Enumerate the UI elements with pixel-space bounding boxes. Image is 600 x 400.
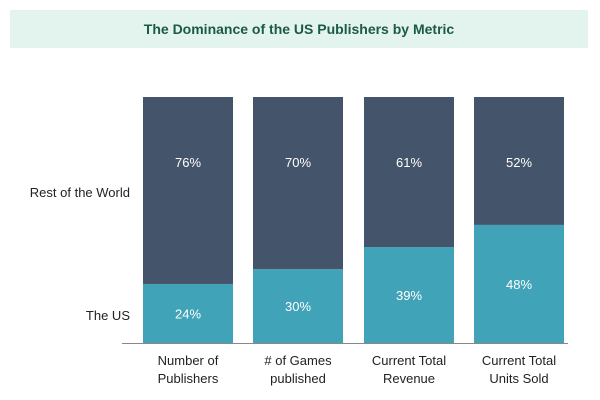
row-label-us: The US <box>86 308 130 323</box>
bar-rest-0 <box>143 97 233 284</box>
bar-rest-1 <box>253 97 343 270</box>
value-label-rest-0: 76% <box>175 155 201 170</box>
bar-us-1 <box>253 269 343 343</box>
row-label-rest: Rest of the World <box>30 185 130 200</box>
value-label-rest-3: 52% <box>506 155 532 170</box>
category-label-1-line-0: # of Games <box>264 353 332 368</box>
bar-rest-2 <box>364 97 454 248</box>
category-label-1-line-1: published <box>270 371 326 386</box>
value-label-us-2: 39% <box>396 288 422 303</box>
value-label-us-0: 24% <box>175 306 201 321</box>
category-label-0-line-1: Publishers <box>158 371 219 386</box>
category-label-2-line-0: Current Total <box>372 353 446 368</box>
value-label-us-3: 48% <box>506 277 532 292</box>
value-label-rest-2: 61% <box>396 155 422 170</box>
value-label-us-1: 30% <box>285 299 311 314</box>
category-label-3-line-1: Units Sold <box>489 371 548 386</box>
bar-rest-3 <box>474 97 564 225</box>
chart-title: The Dominance of the US Publishers by Me… <box>143 21 455 37</box>
title-banner: The Dominance of the US Publishers by Me… <box>10 10 588 48</box>
bar-us-3 <box>474 224 564 343</box>
category-label-0-line-0: Number of <box>158 353 219 368</box>
value-label-rest-1: 70% <box>285 155 311 170</box>
bar-us-0 <box>143 283 233 343</box>
category-label-2-line-1: Revenue <box>383 371 435 386</box>
category-label-3-line-0: Current Total <box>482 353 556 368</box>
bar-us-2 <box>364 247 454 343</box>
